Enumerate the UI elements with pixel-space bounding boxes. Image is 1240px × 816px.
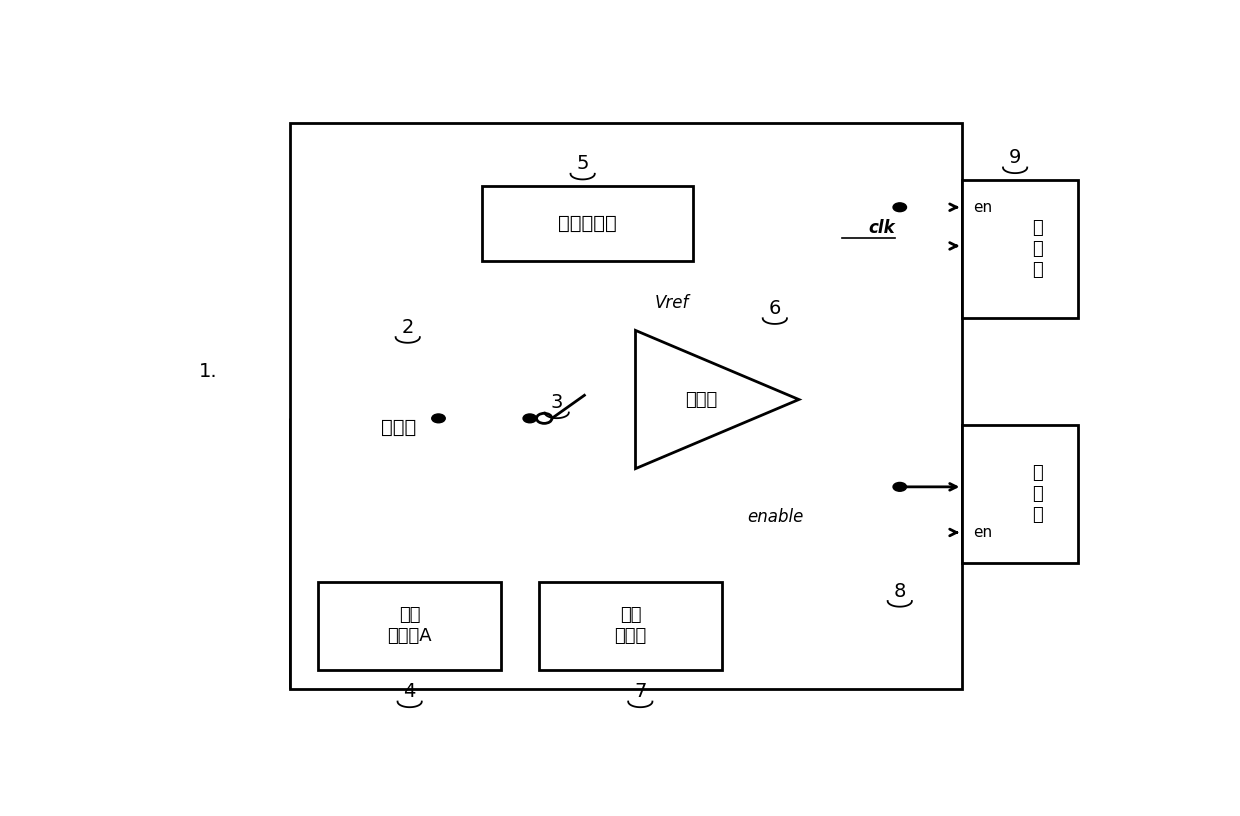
Text: 7: 7 — [634, 682, 646, 701]
Text: 放电
电流源: 放电 电流源 — [615, 606, 647, 645]
Circle shape — [893, 482, 906, 491]
Text: en: en — [973, 525, 992, 540]
Text: 计
数
器: 计 数 器 — [1032, 464, 1043, 524]
Bar — [539, 582, 722, 670]
Bar — [962, 180, 1078, 317]
Bar — [481, 186, 693, 261]
Circle shape — [893, 203, 906, 211]
Text: Vref: Vref — [655, 294, 689, 312]
Text: 6: 6 — [769, 299, 781, 318]
Text: 8: 8 — [894, 582, 906, 601]
Text: 1.: 1. — [198, 361, 217, 381]
Text: 检测端: 检测端 — [381, 419, 417, 437]
Text: 2: 2 — [402, 317, 414, 337]
Bar — [319, 582, 501, 670]
Circle shape — [523, 414, 537, 423]
Text: 5: 5 — [577, 154, 589, 173]
Text: 电压跟随器: 电压跟随器 — [558, 214, 616, 233]
Text: 脉冲
发生器A: 脉冲 发生器A — [387, 606, 432, 645]
Text: 比较器: 比较器 — [684, 391, 717, 409]
Bar — [290, 123, 962, 689]
Text: 9: 9 — [1009, 149, 1022, 167]
Text: en: en — [973, 200, 992, 215]
Circle shape — [432, 414, 445, 423]
Text: 3: 3 — [551, 393, 563, 412]
Text: enable: enable — [748, 508, 804, 526]
Bar — [962, 424, 1078, 563]
Text: 4: 4 — [403, 682, 415, 701]
Text: clk: clk — [868, 219, 895, 237]
Text: 计
数
器: 计 数 器 — [1032, 219, 1043, 278]
